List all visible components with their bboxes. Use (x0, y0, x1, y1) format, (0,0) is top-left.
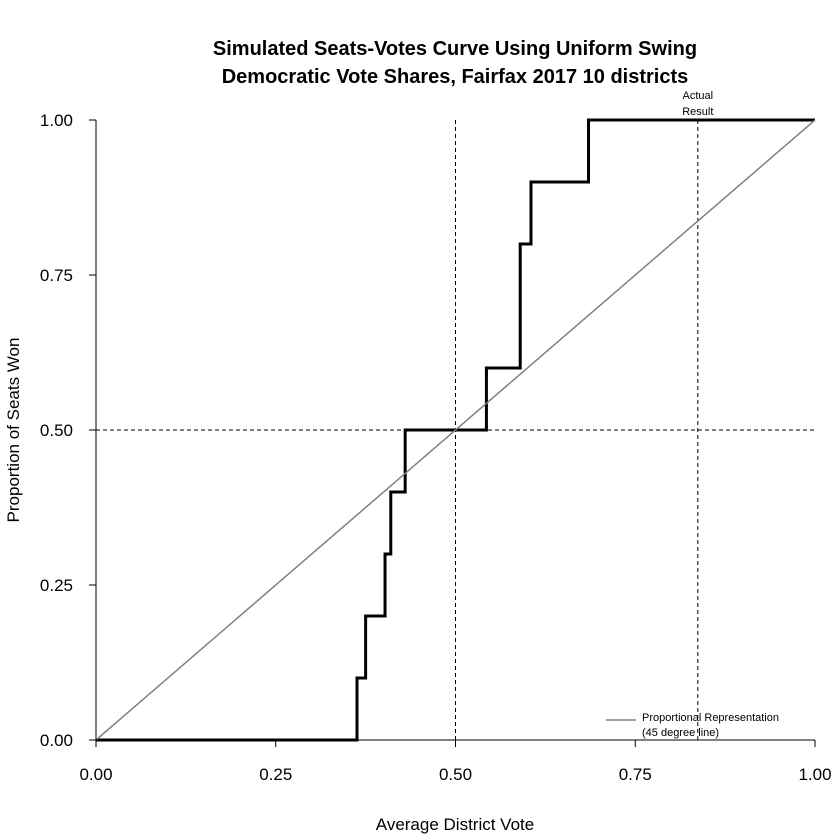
x-tick-label: 0.00 (79, 765, 112, 784)
actual-result-label-line2: Result (682, 106, 713, 118)
plot-area (95, 118, 816, 742)
actual-result-label-line1: Actual (683, 90, 714, 102)
x-axis-label: Average District Vote (376, 815, 534, 834)
chart-title-line1: Simulated Seats-Votes Curve Using Unifor… (213, 38, 697, 60)
chart-title-line2: Democratic Vote Shares, Fairfax 2017 10 … (222, 66, 689, 88)
x-tick-label: 1.00 (798, 765, 831, 784)
legend-label-proportional-line2: (45 degree line) (642, 727, 719, 739)
x-tick-label: 0.25 (259, 765, 292, 784)
y-tick-label: 0.25 (40, 576, 73, 595)
y-axis-label: Proportion of Seats Won (4, 338, 23, 523)
legend-label-proportional-line1: Proportional Representation (642, 712, 779, 724)
y-tick-label: 0.50 (40, 421, 73, 440)
x-tick-label: 0.50 (439, 765, 472, 784)
x-tick-label: 0.75 (619, 765, 652, 784)
proportional-representation-line (95, 119, 816, 741)
y-tick-label: 0.00 (40, 731, 73, 750)
y-axis: 0.00 0.25 0.50 0.75 1.00 (40, 111, 97, 750)
x-axis: 0.00 0.25 0.50 0.75 1.00 (79, 739, 832, 784)
y-tick-label: 1.00 (40, 111, 73, 130)
seats-votes-step-curve (96, 118, 815, 742)
y-tick-label: 0.75 (40, 266, 73, 285)
